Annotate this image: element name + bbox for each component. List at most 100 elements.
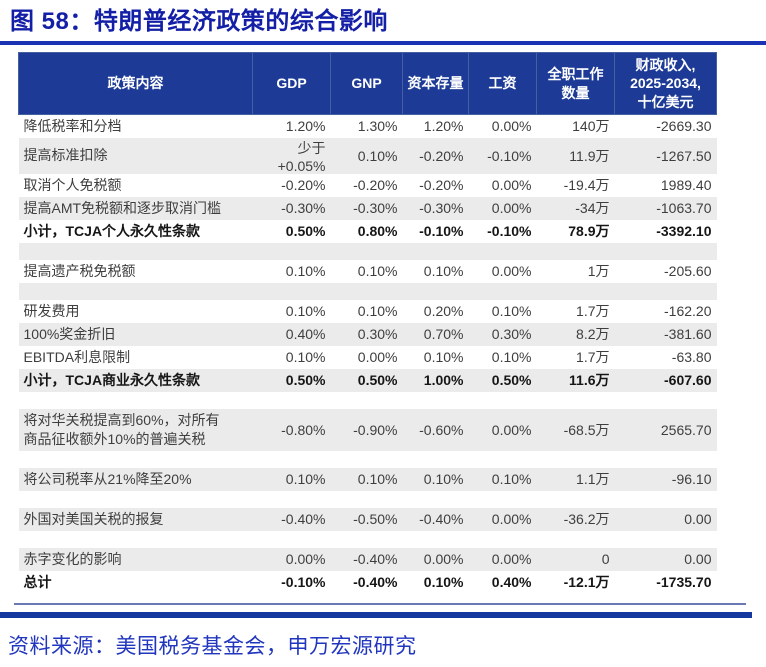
value-cell: -0.20% xyxy=(353,177,398,193)
value-cell: 0.10% xyxy=(357,303,398,319)
table-bottom-line xyxy=(14,602,746,605)
table-spacer-row xyxy=(18,282,717,300)
value-cell: 0.10% xyxy=(285,471,326,487)
value-cell: -0.20% xyxy=(419,177,464,193)
table-header: 政策内容 GDP GNP 资本存量 工资 全职工作 数量 财政收入, 2025-2034, … xyxy=(18,52,717,115)
column-header: 全职工作 数量 xyxy=(536,52,615,115)
value-cell: -1267.50 xyxy=(656,147,712,164)
table-row: EBITDA利息限制 0.10% 0.00% 0.10% 0.10% 1.7万 -63.80 xyxy=(19,346,717,369)
value-cell: 0.10% xyxy=(285,349,326,365)
value-cell: -607.60 xyxy=(664,372,712,388)
value-cell: 0.10% xyxy=(285,303,326,319)
value-cell: 0.00% xyxy=(491,200,532,216)
table-spacer-row xyxy=(19,392,717,409)
policy-label: 总计 xyxy=(23,573,52,590)
policy-label: 外国对美国关税的报复 xyxy=(23,510,164,527)
value-cell: 8.2万 xyxy=(576,326,610,342)
column-header: GNP xyxy=(330,52,403,115)
source-note: 资料来源：美国税务基金会，申万宏源研究 xyxy=(8,634,417,658)
value-cell: -0.20% xyxy=(281,177,326,193)
table-row: 小计，TCJA商业永久性条款 0.50% 0.50% 1.00% 0.50% 11.6万 -… xyxy=(18,368,717,392)
value-cell: 0.50% xyxy=(357,372,398,388)
value-cell: -96.10 xyxy=(671,471,712,487)
value-cell: -0.10% xyxy=(281,574,326,590)
value-cell: -0.10% xyxy=(487,147,532,164)
policy-label: 取消个人免税额 xyxy=(23,176,122,193)
value-cell: 0.10% xyxy=(357,263,398,279)
policy-label: EBITDA利息限制 xyxy=(23,348,131,365)
value-cell: 0.10% xyxy=(357,147,398,164)
value-cell: -0.40% xyxy=(281,511,326,527)
value-cell: 78.9万 xyxy=(568,223,610,239)
value-cell: 1万 xyxy=(587,263,610,279)
value-cell: 0.00% xyxy=(491,177,532,193)
figure-title: 图 58：特朗普经济政策的综合影响 xyxy=(10,8,388,35)
value-cell: 0.10% xyxy=(491,303,532,319)
table-row: 将对华关税提高到60%，对所有 商品征收额外10%的普遍关税 -0.80% -0.9… xyxy=(18,408,717,451)
value-cell: 0.10% xyxy=(423,574,464,590)
value-cell: -0.30% xyxy=(353,200,398,216)
value-cell: 140万 xyxy=(572,118,610,135)
value-cell: 1.30% xyxy=(357,118,398,135)
value-cell: -0.30% xyxy=(281,200,326,216)
value-cell: 0.10% xyxy=(491,471,532,487)
value-cell: -381.60 xyxy=(664,326,712,342)
value-cell: -0.40% xyxy=(419,511,464,527)
value-cell: 0.00% xyxy=(491,118,532,135)
policy-impact-table: 政策内容 GDP GNP 资本存量 工资 全职工作 数量 财政收入, 2025-2034, … xyxy=(18,52,717,594)
table-row: 小计，TCJA个人永久性条款 0.50% 0.80% -0.10% -0.10% 78.9… xyxy=(19,220,717,243)
value-cell: -68.5万 xyxy=(563,421,610,438)
value-cell: 0.30% xyxy=(491,326,532,342)
value-cell: 0.40% xyxy=(285,326,326,342)
value-cell: 11.9万 xyxy=(569,147,610,164)
value-cell: 0.40% xyxy=(491,574,532,590)
value-cell: -19.4万 xyxy=(563,177,610,193)
value-cell: 1.20% xyxy=(423,118,464,135)
spacer-cell xyxy=(19,491,717,508)
table-row: 外国对美国关税的报复 -0.40% -0.50% -0.40% 0.00% -36.2万 0… xyxy=(18,507,717,531)
value-cell: 0.10% xyxy=(285,263,326,279)
value-cell: -2669.30 xyxy=(656,118,712,135)
column-header: 财政收入, 2025-2034, 十亿美元 xyxy=(614,52,717,115)
value-cell: 1.7万 xyxy=(576,349,610,365)
value-cell: 0.00% xyxy=(357,349,398,365)
value-cell: -0.60% xyxy=(419,421,464,438)
value-cell: 0.10% xyxy=(423,349,464,365)
value-cell: 0.00% xyxy=(491,511,532,527)
policy-label: 将公司税率从21%降至20% xyxy=(23,470,192,487)
value-cell: 0.10% xyxy=(423,263,464,279)
table-row: 取消个人免税额 -0.20% -0.20% -0.20% 0.00% -19.4万 1989… xyxy=(19,174,717,197)
table-spacer-row xyxy=(19,491,717,508)
table-spacer-row xyxy=(18,242,717,260)
table-row: 总计 -0.10% -0.40% 0.10% 0.40% -12.1万 -1735.70 xyxy=(19,571,717,594)
table-spacer-row xyxy=(19,531,717,548)
policy-label: 提高AMT免税额和逐步取消门槛 xyxy=(23,199,222,216)
table-row: 提高AMT免税额和逐步取消门槛 -0.30% -0.30% -0.30% 0.00% -3… xyxy=(18,196,717,220)
value-cell: 1.20% xyxy=(285,118,326,135)
column-header: GDP xyxy=(252,52,331,115)
value-cell: 0.00 xyxy=(684,511,712,527)
table-row: 提高遗产税免税额 0.10% 0.10% 0.10% 0.00% 1万 -205.60 xyxy=(19,260,717,283)
value-cell: -205.60 xyxy=(664,263,712,279)
title-divider xyxy=(0,41,766,45)
value-cell: 0.20% xyxy=(423,303,464,319)
table-header-row: 政策内容 GDP GNP 资本存量 工资 全职工作 数量 财政收入, 2025-2034, … xyxy=(18,52,717,115)
value-cell: 0.80% xyxy=(357,223,398,239)
value-cell: 0.00% xyxy=(491,263,532,279)
value-cell: 0.50% xyxy=(491,372,532,388)
value-cell: 0.00% xyxy=(285,551,326,567)
value-cell: -0.20% xyxy=(419,147,464,164)
spacer-cell xyxy=(19,531,717,548)
spacer-cell xyxy=(19,451,717,468)
column-header: 工资 xyxy=(468,52,537,115)
value-cell: 少于+0.05% xyxy=(277,139,326,174)
value-cell: -0.40% xyxy=(353,551,398,567)
value-cell: -0.10% xyxy=(419,223,464,239)
value-cell: 0.00% xyxy=(491,421,532,438)
spacer-cell xyxy=(19,243,717,260)
value-cell: -0.90% xyxy=(353,421,398,438)
value-cell: 2565.70 xyxy=(660,421,712,438)
value-cell: 0.10% xyxy=(423,471,464,487)
policy-label: 赤字变化的影响 xyxy=(23,550,122,567)
